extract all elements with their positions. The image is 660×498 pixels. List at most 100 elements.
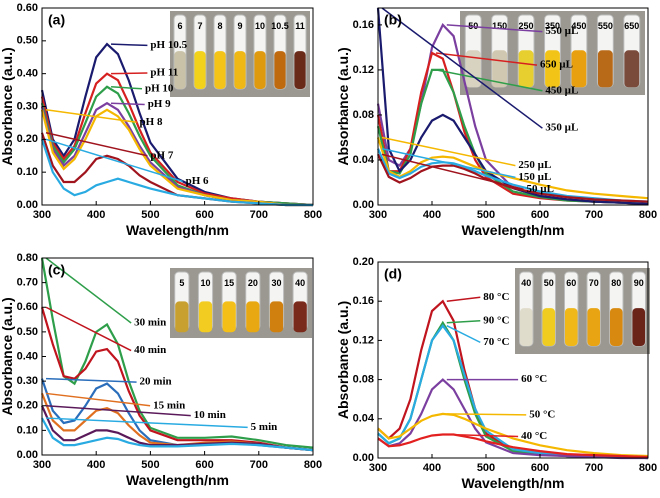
vial-liquid (254, 51, 266, 89)
series-annotation: 5 min (251, 421, 278, 433)
series-annotation: 90 °C (483, 314, 509, 326)
x-axis-title: Wavelength/nm (462, 222, 565, 238)
y-tick-label: 0.12 (353, 64, 374, 76)
y-tick-label: 0.80 (17, 252, 38, 264)
inset-photo: 50 150 250 350 450 550 650 (460, 11, 645, 95)
series-annotation: 70 °C (483, 336, 509, 348)
y-axis-title: Absorbance (a.u.) (335, 47, 351, 165)
vial-label: 60 (566, 278, 576, 288)
leader-line (45, 392, 151, 407)
spectrum-line (40, 108, 313, 207)
y-tick-label: 0.30 (17, 375, 38, 387)
x-tick-label: 400 (423, 462, 441, 474)
vial-liquid (175, 301, 189, 333)
vial-liquid (571, 50, 587, 88)
series-annotation: 350 µL (545, 122, 578, 134)
leader-line (381, 147, 516, 179)
series-annotation: 50 µL (527, 183, 554, 195)
vial-liquid (222, 301, 236, 333)
vial-liquid (194, 51, 206, 89)
panel: 50 150 250 350 450 550 650 550 µL 650 µL 450 µL 35… (335, 7, 657, 238)
vial-liquid (609, 308, 623, 346)
vial-liquid (174, 51, 186, 89)
series-annotation: 40 min (134, 344, 166, 356)
x-tick-label: 500 (141, 209, 159, 221)
x-axis-title: Wavelength/nm (126, 472, 229, 488)
series-annotation: pH 9 (148, 98, 171, 110)
y-tick-label: 0.00 (353, 199, 374, 211)
panel-label: (b) (384, 12, 402, 28)
spectrum-line (40, 405, 314, 452)
vial-liquid (214, 51, 226, 89)
panel-label: (d) (384, 266, 402, 282)
series-annotation: 250 µL (518, 159, 551, 171)
leader-line (446, 320, 481, 324)
x-tick-label: 400 (87, 209, 105, 221)
x-tick-label: 800 (639, 209, 657, 221)
series-annotation: 10 min (194, 409, 226, 421)
spectrum-line (377, 378, 648, 460)
x-tick-label: 400 (423, 209, 441, 221)
leader-line (435, 52, 538, 66)
vial-liquid (632, 308, 646, 346)
vial-label: 50 (468, 21, 478, 31)
vial-label: 250 (519, 21, 534, 31)
y-tick-label: 0.16 (353, 19, 374, 31)
x-tick-label: 300 (369, 209, 387, 221)
series-annotation: 50 °C (529, 408, 555, 420)
vial-liquid (519, 308, 533, 346)
vial-label: 70 (589, 278, 599, 288)
series-annotation: 30 min (134, 317, 166, 329)
series-annotation: 15 min (153, 399, 185, 411)
series-annotation: 650 µL (540, 59, 573, 71)
leader-line (111, 72, 148, 75)
vial-liquid (518, 50, 534, 88)
vial-label: 80 (611, 278, 621, 288)
vial-label: 15 (224, 278, 234, 288)
leader-line (446, 433, 519, 438)
leader-line (381, 136, 516, 167)
vial-label: 550 (598, 21, 613, 31)
vial-label: 11 (295, 21, 305, 31)
vial-liquid (294, 51, 306, 89)
x-tick-label: 300 (33, 209, 51, 221)
panel-label: (c) (48, 262, 65, 278)
vial-liquid (198, 301, 213, 333)
series-annotation: 450 µL (545, 84, 578, 96)
vial-label: 90 (634, 278, 644, 288)
y-tick-label: 0.12 (353, 334, 374, 346)
leader-line (45, 306, 132, 352)
spectrum-line (377, 433, 649, 459)
plot-frame (377, 261, 649, 459)
vial-liquid (587, 308, 601, 346)
leader-line (381, 7, 543, 129)
spectrum-line (41, 417, 314, 452)
series-annotation: 60 °C (521, 373, 547, 385)
vial-label: 10.5 (271, 21, 289, 31)
y-tick-label: 0.20 (17, 133, 38, 145)
x-tick-label: 400 (87, 459, 105, 471)
vial-liquid (624, 50, 640, 88)
leader-line (45, 257, 132, 324)
inset-background (515, 268, 650, 354)
x-tick-label: 700 (585, 209, 603, 221)
series-annotation: pH 8 (140, 116, 163, 128)
y-tick-label: 0.20 (353, 256, 374, 268)
leader-line (111, 102, 145, 106)
x-tick-label: 300 (369, 462, 387, 474)
x-tick-label: 600 (531, 209, 549, 221)
y-axis-title: Absorbance (a.u.) (335, 301, 351, 419)
vial-liquid (542, 308, 556, 346)
inset-photo: 40 50 60 70 80 90 (515, 268, 650, 354)
x-tick-label: 800 (304, 459, 322, 471)
x-tick-label: 600 (195, 459, 213, 471)
y-tick-label: 0.70 (17, 277, 38, 289)
y-tick-label: 0.20 (17, 400, 38, 412)
vial-label: 20 (248, 278, 258, 288)
x-tick-label: 700 (585, 462, 603, 474)
leader-line (435, 69, 543, 92)
vial-liquid (293, 301, 307, 333)
x-tick-label: 600 (531, 462, 549, 474)
y-tick-label: 0.08 (353, 374, 374, 386)
